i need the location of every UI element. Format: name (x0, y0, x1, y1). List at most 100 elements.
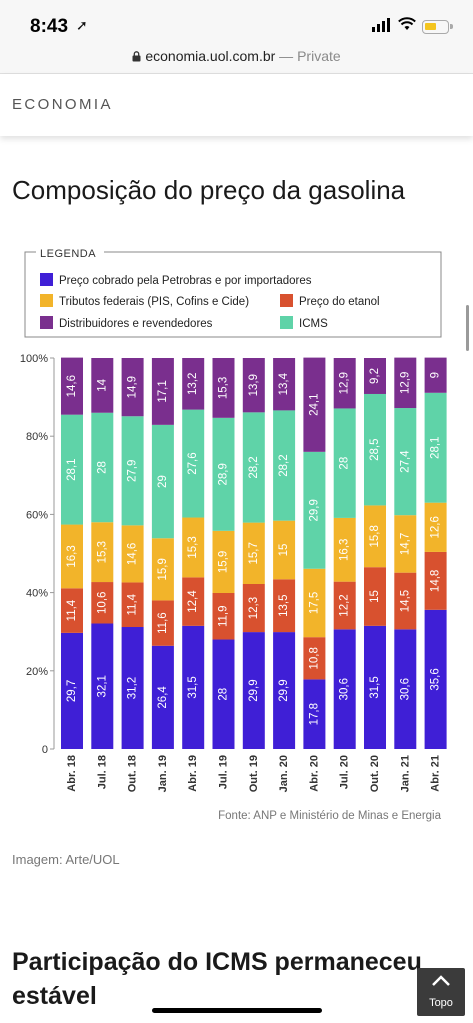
bar-segment (364, 567, 386, 626)
bar-segment (151, 600, 174, 646)
lock-icon (132, 51, 141, 62)
address-bar[interactable]: economia.uol.com.br — Private (0, 42, 473, 74)
x-tick-label: Out. 19 (248, 755, 260, 792)
data-label: 31,5 (369, 676, 381, 698)
data-label: 15 (369, 590, 381, 603)
bar-segment (61, 357, 83, 415)
chart-heading: Composição do preço da gasolina (12, 175, 406, 205)
x-tick-label: Jul. 18 (96, 755, 108, 789)
data-label: 27,9 (127, 460, 139, 482)
x-tick-label: Out. 18 (127, 755, 139, 792)
bar-segment (394, 572, 417, 630)
data-label: 10,8 (308, 647, 320, 669)
bar-segment (212, 639, 235, 749)
y-tick-label: 60% (26, 509, 48, 521)
back-to-top-label: Topo (429, 997, 453, 1009)
data-label: 28,9 (218, 463, 230, 485)
status-time: 8:43 (30, 16, 69, 37)
data-label: 29,9 (278, 679, 290, 701)
chevron-up-icon (432, 975, 450, 986)
data-label: 15,9 (157, 558, 169, 580)
wifi-icon (398, 17, 416, 30)
bar-segment (242, 358, 265, 413)
data-label: 15,9 (218, 551, 230, 573)
legend-title: LEGENDA (40, 248, 96, 260)
data-label: 28 (96, 461, 108, 474)
bar-segment (394, 357, 417, 409)
data-label: 28,5 (369, 438, 381, 460)
legend-title-bg (36, 246, 104, 258)
bar-segment (212, 358, 235, 418)
bar-segment (424, 551, 447, 610)
data-label: 12,9 (339, 372, 351, 394)
y-tick-label: 0 (42, 744, 48, 756)
home-indicator[interactable] (152, 1008, 322, 1013)
bar-segment (61, 524, 83, 589)
section-link[interactable]: ECONOMIA (12, 96, 113, 113)
data-label: 31,2 (127, 677, 139, 699)
bar-segment (182, 577, 205, 626)
bar-segment (333, 629, 356, 749)
x-tick-label: Jan. 20 (278, 755, 290, 792)
x-tick-label: Jan. 21 (399, 755, 411, 792)
bar-segment (91, 522, 114, 583)
x-tick-label: Jul. 19 (218, 755, 230, 789)
legend-swatch (40, 294, 53, 307)
back-to-top-button[interactable]: Topo (417, 968, 465, 1016)
legend-label: Distribuidores e revendedores (59, 318, 213, 330)
data-label: 28,2 (278, 454, 290, 476)
data-label: 35,6 (430, 668, 442, 690)
bar-segment (424, 609, 447, 749)
legend-swatch (280, 316, 293, 329)
bar-segment (151, 424, 174, 539)
bar-segment (212, 592, 235, 640)
data-label: 13,5 (278, 595, 290, 617)
scrollbar[interactable] (466, 305, 469, 351)
data-label: 24,1 (308, 394, 320, 416)
data-label: 29,9 (308, 499, 320, 521)
bar-segment (424, 392, 447, 503)
data-label: 14 (96, 378, 108, 391)
bar-segment (333, 408, 356, 518)
bar-segment (394, 408, 417, 516)
bar-segment (121, 525, 144, 583)
bar-segment (182, 625, 205, 749)
legend-label: Tributos federais (PIS, Cofins e Cide) (59, 296, 249, 308)
y-tick-label: 80% (26, 431, 48, 443)
data-label: 12,6 (430, 516, 442, 538)
data-label: 14,7 (399, 533, 411, 555)
url-domain: economia.uol.com.br (145, 48, 276, 64)
bar-segment (242, 632, 265, 749)
data-label: 28,1 (430, 437, 442, 459)
data-label: 12,9 (399, 372, 411, 394)
data-label: 14,5 (399, 590, 411, 612)
data-label: 11,9 (218, 605, 230, 627)
data-label: 30,6 (399, 678, 411, 700)
y-tick-label: 40% (26, 588, 48, 600)
data-label: 26,4 (157, 686, 169, 709)
bar-segment (303, 679, 326, 749)
data-label: 32,1 (96, 675, 108, 697)
data-label: 13,4 (278, 372, 290, 395)
bar-segment (273, 358, 296, 411)
bar-segment (242, 412, 265, 523)
data-label: 17,5 (308, 592, 320, 614)
data-label: 28 (339, 457, 351, 470)
data-label: 29,7 (66, 680, 78, 702)
x-tick-label: Out. 20 (369, 755, 381, 792)
data-label: 12,3 (248, 597, 260, 619)
data-label: 16,3 (339, 539, 351, 561)
data-label: 15,3 (187, 536, 199, 558)
bar-segment (151, 645, 174, 749)
bar-segment (242, 583, 265, 633)
x-tick-label: Abr. 18 (66, 755, 78, 792)
image-credit: Imagem: Arte/UOL (12, 852, 120, 867)
bar-segment (91, 412, 114, 523)
data-label: 10,6 (96, 592, 108, 614)
data-label: 11,4 (127, 593, 139, 615)
bar-segment (151, 538, 174, 601)
x-tick-label: Abr. 20 (308, 755, 320, 792)
data-label: 15,3 (96, 541, 108, 563)
bar-segment (424, 502, 447, 552)
data-label: 29,9 (248, 679, 260, 701)
